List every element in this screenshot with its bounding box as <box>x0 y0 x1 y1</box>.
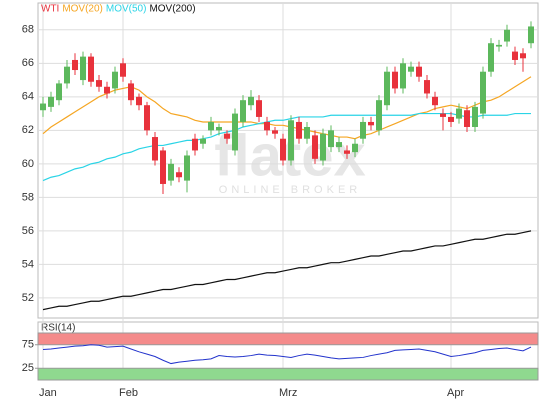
rsi-band <box>37 332 539 346</box>
candle-body <box>168 163 174 181</box>
y-tick-label: 66 <box>22 57 34 69</box>
candle-body <box>296 121 302 139</box>
candle-body <box>128 83 134 101</box>
candle-body <box>328 130 334 148</box>
candle-body <box>320 133 326 161</box>
candle-body <box>440 113 446 117</box>
candle-body <box>120 63 126 77</box>
y-tick-label: 54 <box>22 258 34 270</box>
candle-body <box>288 120 294 161</box>
candle-body <box>208 121 214 131</box>
y-tick-label: 64 <box>22 91 34 103</box>
candle-body <box>280 138 286 161</box>
candle-body <box>336 142 342 148</box>
y-tick-label: 75 <box>22 339 34 351</box>
candle-body <box>400 63 406 89</box>
legend-entry: MOV(50) <box>106 4 147 15</box>
candle-body <box>216 126 222 131</box>
candle-body <box>56 83 62 101</box>
candle-body <box>272 130 278 134</box>
candle-body <box>64 66 70 84</box>
candle-body <box>432 96 438 106</box>
legend-entry: WTI <box>41 4 59 15</box>
candle-body <box>192 138 198 151</box>
candle-body <box>384 71 390 106</box>
candle-body <box>232 113 238 151</box>
moving-average-line <box>42 76 532 140</box>
candle-body <box>184 155 190 181</box>
rsi-band <box>37 367 539 381</box>
candle-body <box>248 96 254 106</box>
candle-body <box>88 56 94 82</box>
candle-body <box>496 44 502 47</box>
candle-body <box>424 80 430 94</box>
candle-body <box>416 66 422 77</box>
candle-body <box>200 138 206 144</box>
candle-body <box>512 51 518 60</box>
candle-body <box>376 100 382 131</box>
y-tick-label: 52 <box>22 292 34 304</box>
candle-body <box>408 66 414 72</box>
candle-body <box>48 96 54 107</box>
candle-body <box>240 100 246 122</box>
candle-body <box>72 59 78 71</box>
candle-body <box>472 106 478 127</box>
candle-body <box>392 71 398 89</box>
x-tick-label: Apr <box>447 387 464 399</box>
y-tick-label: 25 <box>22 362 34 374</box>
legend-entry: MOV(20) <box>62 4 103 15</box>
candle-body <box>352 143 358 153</box>
watermark-subtitle: ONLINE BROKER <box>219 184 361 196</box>
y-tick-label: 68 <box>22 24 34 36</box>
candle-body <box>456 108 462 119</box>
y-tick-label: 60 <box>22 158 34 170</box>
candle-body <box>256 100 262 117</box>
candle-body <box>224 133 230 139</box>
candle-body <box>112 71 118 89</box>
candle-body <box>40 103 46 111</box>
x-tick-label: Feb <box>119 387 138 399</box>
candle-body <box>480 71 486 114</box>
moving-average-line <box>42 112 531 182</box>
candle-body <box>152 137 158 161</box>
candle-body <box>104 86 110 94</box>
candle-body <box>160 150 166 184</box>
candle-body <box>448 116 454 122</box>
candle-body <box>504 29 510 42</box>
candle-body <box>176 172 182 178</box>
rsi-line <box>42 344 532 365</box>
x-tick-label: Jan <box>39 387 57 399</box>
candle-body <box>464 110 470 127</box>
rsi-title: RSI(14) <box>41 323 75 334</box>
candle-body <box>136 96 142 106</box>
candle-body <box>528 26 534 44</box>
legend-entry: MOV(200) <box>149 4 195 15</box>
x-tick-label: Mrz <box>279 387 297 399</box>
candle-body <box>144 105 150 131</box>
candle-body <box>80 56 86 81</box>
candle-body <box>264 121 270 131</box>
y-tick-label: 56 <box>22 225 34 237</box>
candle-body <box>344 150 350 154</box>
candle-body <box>520 53 526 59</box>
candle-body <box>360 121 366 139</box>
y-tick-label: 58 <box>22 191 34 203</box>
candle-body <box>312 135 318 159</box>
candle-body <box>488 43 494 72</box>
candle-body <box>96 80 102 87</box>
candle-body <box>304 126 310 139</box>
candle-body <box>368 121 374 126</box>
y-tick-label: 62 <box>22 124 34 136</box>
moving-average-line <box>42 230 532 311</box>
